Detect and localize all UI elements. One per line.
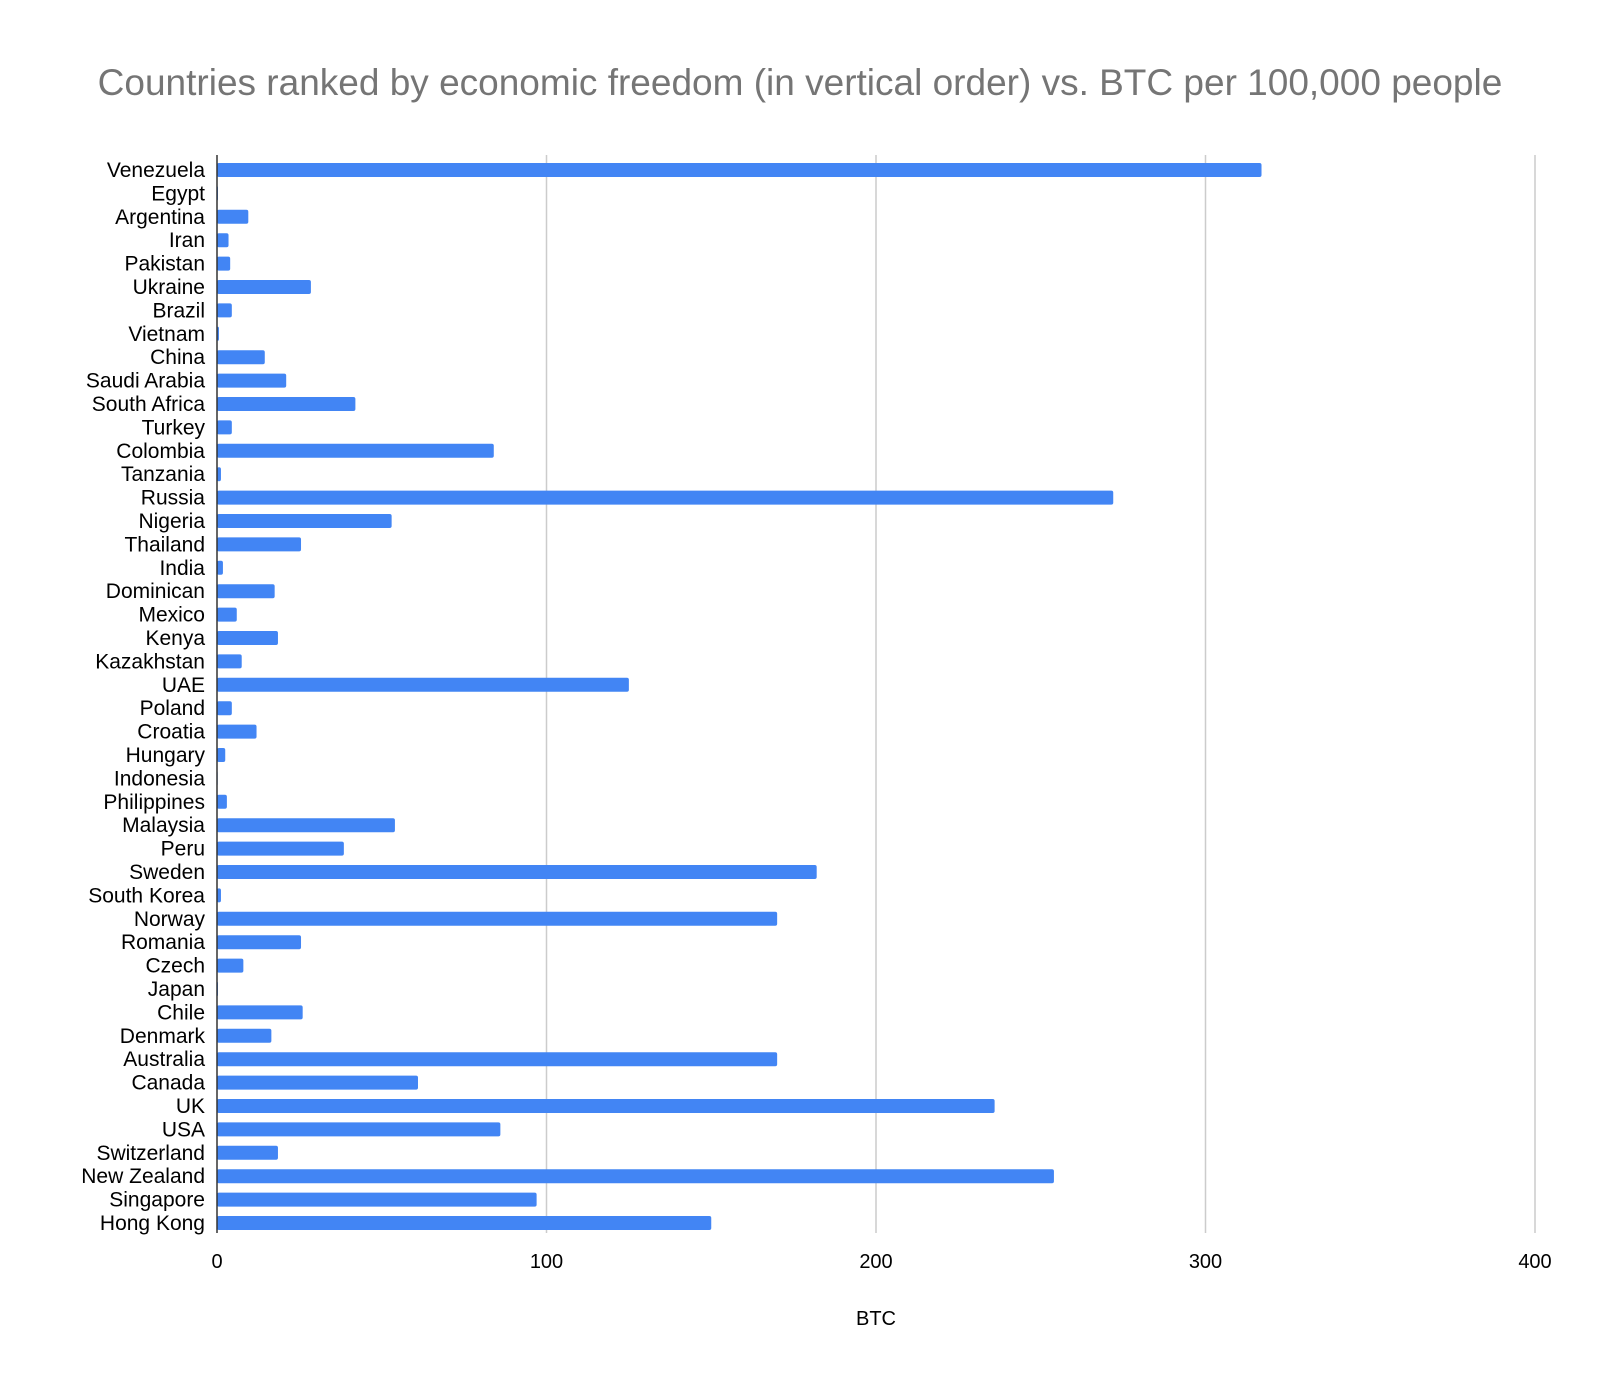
category-label: Peru — [161, 838, 205, 861]
category-label: Philippines — [103, 791, 205, 814]
category-label: Singapore — [109, 1189, 205, 1212]
bar — [217, 397, 356, 411]
category-label: Romania — [121, 931, 205, 954]
chart-title: Countries ranked by economic freedom (in… — [97, 62, 1503, 103]
bar — [217, 1169, 1054, 1184]
category-label: South Africa — [92, 393, 206, 416]
category-label: Colombia — [116, 440, 205, 463]
bar — [217, 443, 494, 458]
bar — [217, 280, 311, 294]
category-label: Sweden — [129, 861, 205, 884]
bar — [217, 584, 275, 599]
x-tick-label: 0 — [211, 1251, 222, 1273]
category-label: Russia — [141, 487, 206, 510]
bar — [217, 958, 244, 973]
bar — [217, 209, 249, 224]
category-label: India — [159, 557, 205, 580]
category-label: Australia — [123, 1048, 205, 1071]
bar — [217, 256, 231, 271]
category-label: Argentina — [115, 206, 205, 229]
category-label: Egypt — [151, 182, 205, 205]
category-label: Switzerland — [96, 1142, 205, 1165]
category-label: Mexico — [138, 604, 205, 627]
category-label: China — [150, 346, 205, 369]
category-label: Turkey — [142, 416, 206, 439]
bar — [217, 677, 629, 692]
bar — [217, 1192, 537, 1207]
bar — [217, 467, 221, 482]
category-label: Pakistan — [124, 253, 205, 276]
bar — [217, 1122, 501, 1137]
bar — [217, 607, 237, 622]
category-label: Ukraine — [133, 276, 205, 299]
category-label: Kenya — [145, 627, 205, 650]
category-label: Malaysia — [122, 814, 205, 837]
bar — [217, 303, 232, 318]
bar — [217, 373, 287, 388]
bar — [217, 1099, 995, 1113]
category-label: New Zealand — [81, 1165, 205, 1188]
category-label: USA — [162, 1118, 205, 1141]
x-tick-label: 300 — [1189, 1251, 1222, 1273]
bar — [217, 1028, 272, 1043]
category-label: Czech — [145, 955, 205, 978]
bar — [217, 935, 302, 950]
category-label: Tanzania — [121, 463, 205, 486]
x-tick-label: 400 — [1518, 1251, 1551, 1273]
bar — [217, 748, 226, 762]
category-label: Iran — [169, 229, 205, 252]
category-label: Brazil — [152, 299, 205, 322]
category-label: UAE — [162, 674, 205, 697]
category-label: Vietnam — [128, 323, 205, 346]
bar — [217, 911, 778, 926]
bar — [217, 701, 232, 716]
category-label: Croatia — [137, 721, 205, 744]
bar — [217, 1145, 278, 1160]
bar — [217, 514, 392, 528]
bar — [217, 818, 395, 833]
bar — [217, 490, 1114, 505]
bar — [217, 1075, 418, 1090]
bar — [217, 841, 344, 856]
bar — [217, 888, 221, 903]
bar — [217, 1005, 303, 1020]
x-tick-label: 100 — [530, 1251, 563, 1273]
bar — [217, 560, 223, 575]
category-label: Chile — [157, 1001, 205, 1024]
x-axis-title: BTC — [856, 1308, 896, 1330]
category-label: Saudi Arabia — [86, 370, 205, 393]
bar — [217, 654, 242, 669]
bar — [217, 537, 302, 552]
bar — [217, 350, 265, 365]
category-label: South Korea — [88, 884, 205, 907]
category-label: Hong Kong — [100, 1212, 205, 1235]
x-tick-label: 200 — [859, 1251, 892, 1273]
category-label: Norway — [134, 908, 206, 931]
bar — [217, 1052, 778, 1067]
bar — [217, 1216, 712, 1230]
bar — [217, 163, 1262, 177]
category-label: Canada — [131, 1072, 205, 1095]
bar — [217, 724, 257, 739]
category-label: Denmark — [120, 1025, 206, 1048]
category-label: Kazakhstan — [95, 650, 205, 673]
category-label: Poland — [140, 697, 205, 720]
category-label: Venezuela — [107, 159, 205, 182]
bar — [217, 420, 232, 435]
category-label: UK — [176, 1095, 205, 1118]
category-label: Nigeria — [138, 510, 205, 533]
bar — [217, 865, 817, 879]
bar — [217, 631, 278, 645]
category-label: Thailand — [124, 533, 205, 556]
category-label: Indonesia — [114, 767, 205, 790]
bar — [217, 233, 229, 248]
category-label: Hungary — [126, 744, 206, 767]
bar — [217, 794, 227, 809]
category-label: Dominican — [106, 580, 205, 603]
category-label: Japan — [148, 978, 205, 1001]
